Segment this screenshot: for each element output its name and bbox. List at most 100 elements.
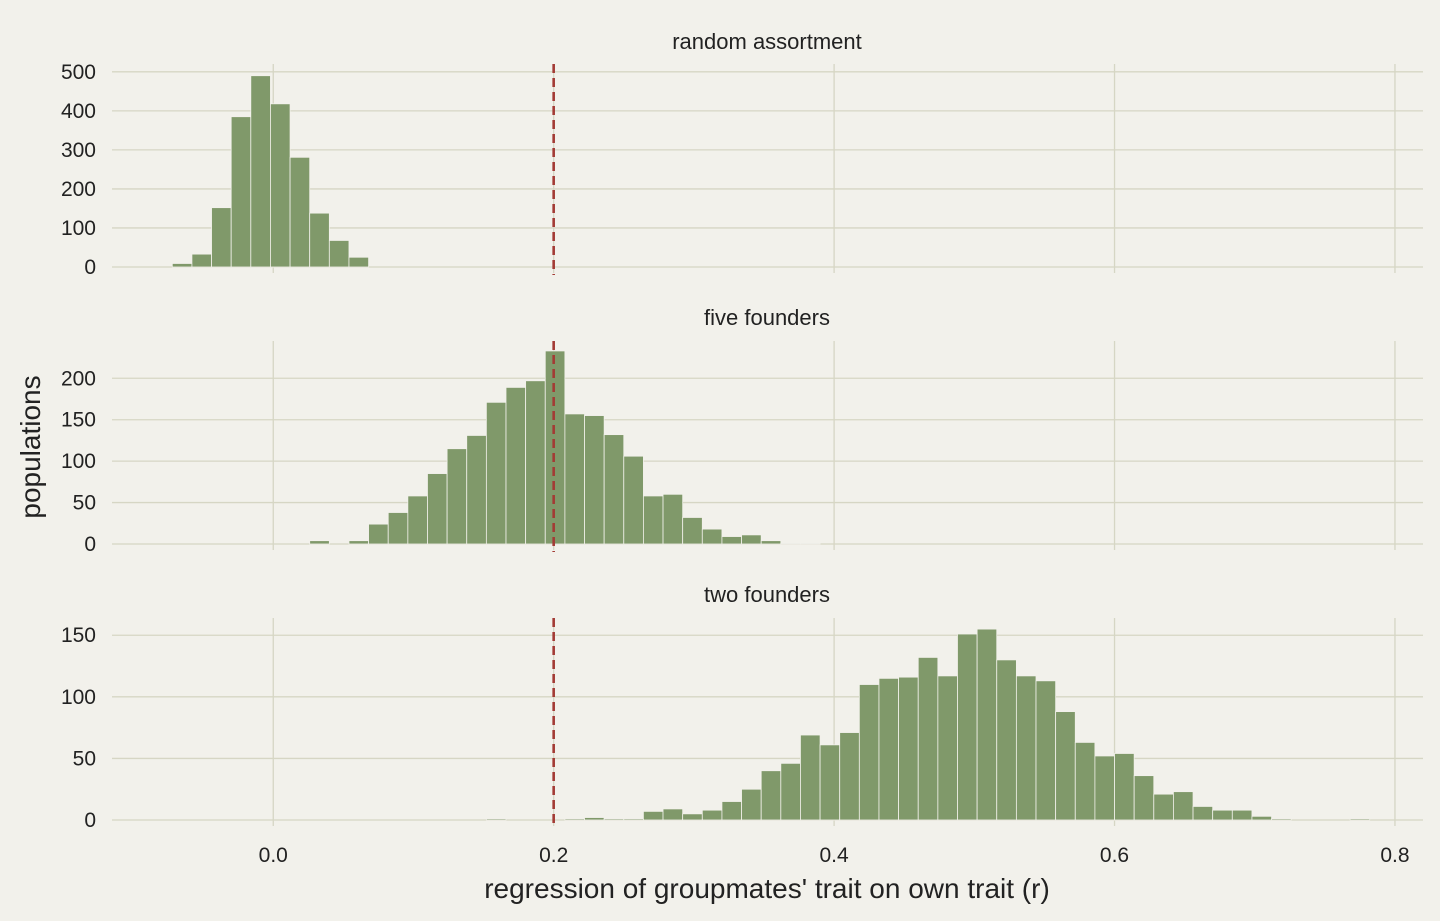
histogram-bar: [191, 253, 212, 268]
y-tick-labels: 0 50 100 150 200: [61, 367, 96, 556]
histogram-bar: [427, 473, 448, 545]
histogram-bar: [250, 75, 271, 268]
histogram-bar: [1015, 675, 1037, 821]
histogram-bar: [485, 818, 507, 821]
y-tick-label: 100: [61, 450, 96, 473]
histogram-bar: [721, 536, 742, 545]
histogram-bar: [368, 523, 389, 545]
histogram-bar: [878, 677, 899, 821]
panel-title: two founders: [704, 582, 830, 607]
histogram-bar: [780, 762, 801, 821]
histogram-bar: [662, 493, 684, 545]
histogram-bar: [623, 455, 644, 545]
histogram-bar: [171, 263, 193, 268]
histogram-bar: [662, 808, 684, 821]
histogram-bar: [800, 542, 821, 545]
y-tick-label: 200: [61, 178, 96, 201]
x-tick-label: 0.6: [1100, 844, 1129, 867]
histogram-bar: [1349, 818, 1371, 821]
histogram-bar: [760, 770, 782, 821]
histogram-bar: [564, 413, 585, 545]
histogram-bar: [1212, 809, 1233, 821]
panel-five-founders: 0 50 100 150 200 five founders: [61, 305, 1423, 556]
histogram-bar: [211, 207, 232, 268]
histogram-bar: [289, 156, 311, 268]
histogram-bar: [858, 684, 880, 821]
y-tick-label: 300: [61, 139, 96, 162]
histogram-bar: [407, 495, 428, 545]
histogram-bar: [1192, 806, 1214, 821]
x-tick-label: 0.8: [1380, 844, 1409, 867]
y-tick-labels: 0 100 200 300 400 500: [61, 61, 96, 279]
histogram-bar: [721, 801, 742, 821]
histogram-bar: [446, 448, 468, 545]
histogram-bar: [603, 434, 625, 545]
histogram-bar: [1231, 809, 1253, 821]
y-tick-label: 100: [61, 686, 96, 709]
histogram-bar: [643, 495, 664, 545]
panel-title: random assortment: [672, 29, 862, 54]
y-tick-label: 100: [61, 217, 96, 240]
histogram-bar: [584, 415, 605, 545]
histogram-bar: [898, 676, 919, 821]
histogram-bar: [800, 734, 821, 821]
y-tick-label: 0: [84, 533, 96, 556]
y-tick-label: 150: [61, 624, 96, 647]
histogram-bars: [171, 75, 369, 268]
histogram-bar: [1035, 680, 1057, 821]
histogram-bar: [741, 788, 762, 821]
y-tick-label: 400: [61, 100, 96, 123]
histogram-bar: [270, 103, 291, 268]
y-tick-labels: 0 50 100 150: [61, 624, 96, 832]
histogram-bar: [1251, 815, 1272, 821]
y-tick-label: 0: [84, 809, 96, 832]
histogram-bar: [544, 350, 566, 545]
histogram-bar: [525, 380, 546, 545]
histogram-bar: [701, 528, 723, 545]
y-tick-label: 50: [73, 492, 96, 515]
panel-two-founders: 0 50 100 150 two founders: [61, 582, 1423, 832]
histogram-bar: [309, 540, 330, 545]
grid-lines: [112, 64, 1423, 273]
histogram-bar: [643, 810, 664, 821]
y-tick-label: 0: [84, 256, 96, 279]
histogram-bar: [976, 628, 998, 821]
histogram-bar: [584, 817, 605, 821]
histogram-bar: [348, 540, 369, 545]
histogram-bars: [485, 628, 1371, 821]
histogram-bar: [819, 744, 841, 821]
histogram-bar: [741, 534, 762, 545]
histogram-bar: [957, 633, 978, 821]
histogram-bar: [839, 732, 860, 821]
histogram-bar: [917, 657, 939, 821]
panel-random-assortment: 0 100 200 300 400 500 random assortment: [61, 29, 1423, 279]
y-axis-title: populations: [15, 375, 46, 518]
histogram-bar: [623, 818, 644, 821]
histogram-bar: [485, 401, 507, 545]
y-tick-label: 500: [61, 61, 96, 84]
y-tick-label: 150: [61, 409, 96, 432]
x-tick-label: 0.2: [539, 844, 568, 867]
histogram-bar: [1153, 793, 1174, 821]
histogram-bar: [1173, 791, 1194, 821]
x-tick-label: 0.4: [820, 844, 850, 867]
histogram-bar: [1055, 711, 1076, 821]
histogram-bar: [309, 212, 330, 268]
histogram-bar: [466, 435, 487, 545]
histogram-bar: [996, 659, 1017, 821]
histogram-bar: [505, 386, 527, 545]
histogram-bar: [682, 813, 703, 821]
histogram-bar: [701, 809, 723, 821]
histogram-bar: [230, 116, 252, 268]
histogram-bar: [1133, 775, 1155, 821]
y-tick-label: 50: [73, 747, 96, 770]
histogram-bar: [1114, 753, 1135, 821]
histogram-bar: [603, 818, 625, 821]
panel-title: five founders: [704, 305, 830, 330]
histogram-bar: [1094, 755, 1115, 821]
y-tick-label: 200: [61, 367, 96, 390]
histogram-bar: [564, 818, 585, 821]
histogram-bar: [1271, 818, 1292, 821]
histogram-bar: [780, 542, 801, 545]
